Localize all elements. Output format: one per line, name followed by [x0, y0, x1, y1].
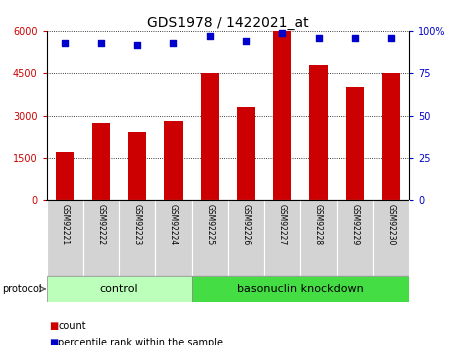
Bar	[192, 200, 228, 276]
Text: GSM92223: GSM92223	[133, 204, 142, 245]
Bar	[337, 200, 373, 276]
Bar	[164, 121, 182, 200]
Bar	[155, 200, 192, 276]
Text: ■: ■	[49, 321, 58, 331]
Bar	[237, 107, 255, 200]
Text: protocol: protocol	[2, 284, 42, 294]
Text: GSM92228: GSM92228	[314, 204, 323, 245]
Bar	[55, 152, 73, 200]
Bar	[46, 276, 192, 302]
Bar	[373, 200, 409, 276]
Point	[279, 30, 286, 36]
Text: GSM92225: GSM92225	[205, 204, 214, 245]
Bar	[92, 122, 110, 200]
Text: GSM92222: GSM92222	[96, 204, 106, 245]
Text: GSM92224: GSM92224	[169, 204, 178, 245]
Bar	[128, 132, 146, 200]
Bar	[192, 276, 409, 302]
Point	[315, 35, 322, 41]
Bar	[228, 200, 264, 276]
Text: GSM92221: GSM92221	[60, 204, 69, 245]
Point	[61, 40, 68, 46]
Bar	[310, 65, 327, 200]
Text: count: count	[58, 321, 86, 331]
Text: ■: ■	[49, 338, 58, 345]
Text: GSM92227: GSM92227	[278, 204, 287, 245]
Bar	[46, 200, 83, 276]
Text: basonuclin knockdown: basonuclin knockdown	[237, 284, 364, 294]
Text: percentile rank within the sample: percentile rank within the sample	[58, 338, 223, 345]
Bar	[83, 200, 119, 276]
Bar	[201, 73, 219, 200]
Text: GSM92229: GSM92229	[350, 204, 359, 245]
Bar	[119, 200, 155, 276]
Bar	[382, 73, 400, 200]
Point	[206, 33, 213, 39]
Point	[242, 38, 250, 44]
Bar	[345, 87, 364, 200]
Point	[133, 42, 141, 47]
Text: GSM92230: GSM92230	[386, 204, 396, 245]
Title: GDS1978 / 1422021_at: GDS1978 / 1422021_at	[147, 16, 309, 30]
Point	[351, 35, 359, 41]
Text: GSM92226: GSM92226	[241, 204, 251, 245]
Bar	[273, 31, 291, 200]
Text: control: control	[100, 284, 139, 294]
Point	[97, 40, 105, 46]
Point	[170, 40, 177, 46]
Bar	[264, 200, 300, 276]
Bar	[300, 200, 337, 276]
Point	[387, 35, 395, 41]
